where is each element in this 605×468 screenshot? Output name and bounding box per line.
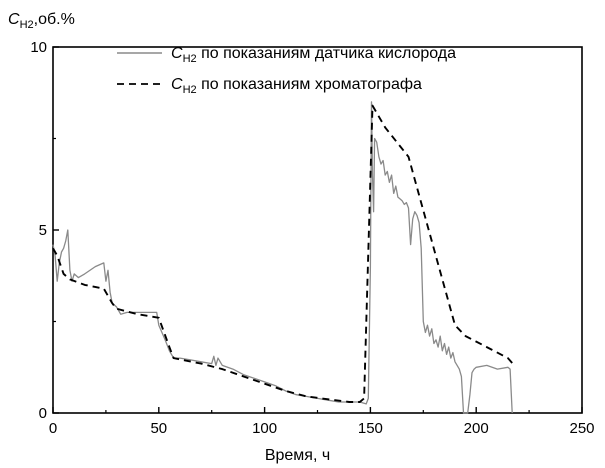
legend-sub-chromatograph: H2 xyxy=(183,84,197,96)
x-tick-label: 250 xyxy=(569,420,594,437)
y-tick-label: 5 xyxy=(39,222,47,239)
legend-rest-chromatograph: по показаниям хроматографа xyxy=(197,76,422,93)
legend-rest-oxygen-sensor: по показаниям датчика кислорода xyxy=(197,45,457,62)
legend-main-chromatograph: C xyxy=(171,76,183,93)
legend-label-chromatograph: CH2 по показаниям хроматографа xyxy=(171,76,422,96)
x-tick-label: 150 xyxy=(358,420,383,437)
y-axis-title-sub: H2 xyxy=(20,19,34,31)
x-tick-label: 100 xyxy=(252,420,277,437)
legend: CH2 по показаниям датчика кислорода CH2 … xyxy=(117,45,456,96)
y-axis-title: CH2,об.% xyxy=(8,11,75,31)
x-tick-label: 0 xyxy=(49,420,57,437)
x-axis-title: Время, ч xyxy=(265,447,330,464)
x-tick-label: 200 xyxy=(464,420,489,437)
y-axis-title-main: C xyxy=(8,11,20,28)
legend-sub-oxygen-sensor: H2 xyxy=(183,53,197,65)
y-tick-label: 0 xyxy=(39,405,47,422)
y-tick-label: 10 xyxy=(30,39,47,56)
legend-label-oxygen-sensor: CH2 по показаниям датчика кислорода xyxy=(171,45,456,65)
ticks-layer: 0 50 100 150 200 250 0 5 10 xyxy=(30,39,594,437)
series-layer xyxy=(52,101,516,414)
series-line-chromatograph xyxy=(52,104,516,403)
plot-frame xyxy=(52,46,583,414)
x-tick-label: 50 xyxy=(150,420,167,437)
y-axis-title-suffix: ,об.% xyxy=(34,11,75,28)
series-line-oxygen-sensor xyxy=(52,101,513,414)
legend-main-oxygen-sensor: C xyxy=(171,45,183,62)
